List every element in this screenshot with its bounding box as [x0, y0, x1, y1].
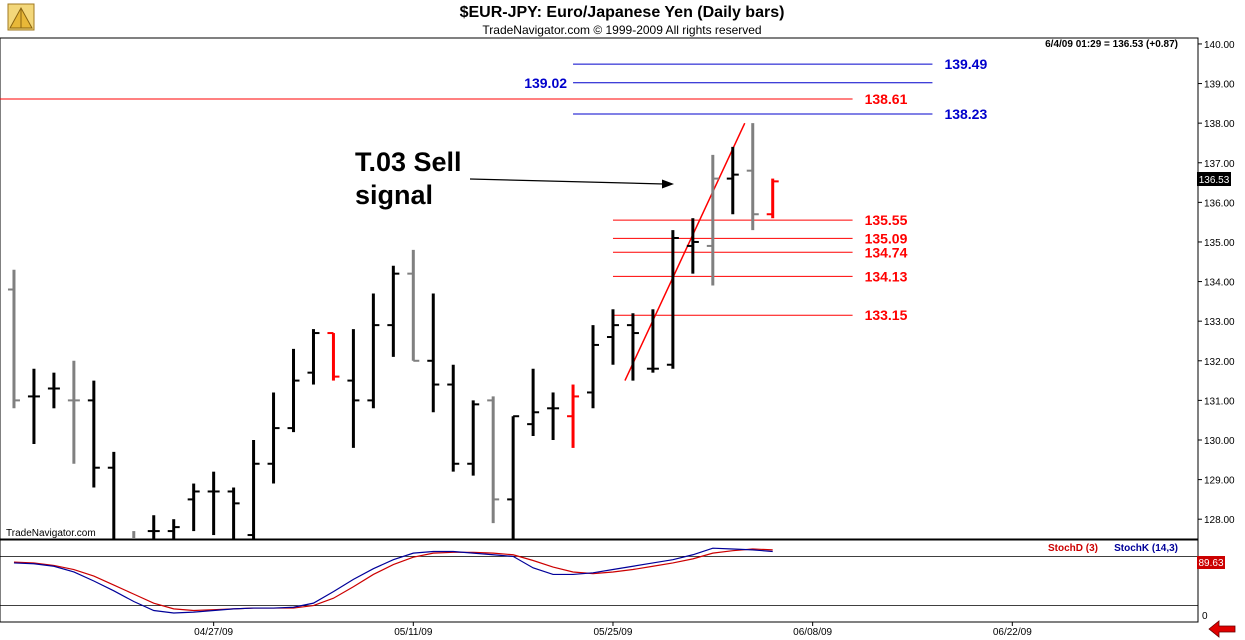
ohlc-bar	[507, 415, 520, 539]
annotation-line1: T.03 Sell	[355, 147, 462, 177]
y-tick-label: 134.00	[1204, 278, 1235, 289]
ohlc-bar	[447, 364, 460, 472]
ohlc-bar	[347, 329, 360, 448]
ohlc-bar	[527, 368, 540, 437]
y-tick-label: 137.00	[1204, 159, 1235, 170]
stoch-d-legend: StochD (3)	[1048, 543, 1098, 554]
ohlc-bar	[686, 218, 699, 274]
chart-title: $EUR-JPY: Euro/Japanese Yen (Daily bars)	[460, 4, 785, 21]
ohlc-bar	[626, 313, 639, 381]
ohlc-bar	[47, 372, 60, 409]
ohlc-bar	[327, 332, 340, 381]
y-tick-label: 128.00	[1204, 515, 1235, 526]
date-axis: 04/27/09 05/11/09 05/25/09 06/08/09 06/22/09	[194, 622, 1032, 638]
ohlc-bar	[646, 309, 659, 373]
ohlc-bar	[147, 515, 160, 539]
ohlc-bar	[287, 348, 300, 433]
level-label: 139.02	[524, 75, 567, 91]
ohlc-bar	[407, 249, 420, 362]
svg-text:89.63: 89.63	[1198, 558, 1223, 569]
x-tick-label: 06/22/09	[993, 627, 1032, 638]
y-tick-label: 129.00	[1204, 476, 1235, 487]
y-tick-label: 140.00	[1204, 40, 1235, 51]
annotation-arrow	[469, 178, 674, 189]
level-label: 138.61	[865, 91, 908, 107]
horizontal-levels: 139.49139.02138.61138.23135.55135.09134.…	[0, 56, 987, 323]
level-label: 138.23	[944, 106, 987, 122]
ohlc-bar	[766, 178, 779, 219]
ohlc-bar	[487, 396, 500, 524]
ohlc-bar	[587, 325, 600, 409]
trend-line	[624, 122, 746, 381]
stochastic-panel	[0, 539, 1199, 623]
y-tick-label: 136.00	[1204, 198, 1235, 209]
ohlc-bar	[567, 384, 580, 448]
ohlc-bar	[606, 309, 619, 365]
last-price-marker: 136.53	[1197, 172, 1231, 186]
ohlc-bar	[666, 230, 679, 369]
ohlc-bar	[27, 368, 40, 444]
ohlc-bar	[67, 360, 80, 464]
y-tick-label: 133.00	[1204, 317, 1235, 328]
ohlc-bar	[367, 293, 380, 409]
trendline	[624, 122, 746, 381]
ohlc-bar	[427, 293, 440, 413]
ohlc-bar	[207, 471, 220, 536]
x-tick-label: 05/11/09	[394, 627, 433, 638]
stoch-zero-label: 0	[1202, 611, 1208, 622]
stoch-value-marker: 89.63	[1197, 556, 1225, 569]
ohlc-bar	[7, 269, 20, 409]
ohlc-bar	[267, 392, 280, 484]
ohlc-bar	[227, 487, 240, 539]
ohlc-bar	[247, 439, 260, 539]
stoch-d-line	[13, 548, 773, 612]
level-label: 133.15	[865, 307, 908, 323]
x-tick-label: 04/27/09	[194, 627, 233, 638]
ohlc-bar	[87, 380, 100, 488]
y-tick-label: 132.00	[1204, 357, 1235, 368]
y-tick-label: 135.00	[1204, 238, 1235, 249]
ohlc-bar	[706, 154, 719, 286]
ohlc-bar	[107, 451, 116, 539]
ohlc-bar	[167, 519, 180, 539]
ohlc-bar	[467, 400, 480, 476]
scroll-left-arrow-icon[interactable]	[1208, 620, 1236, 638]
level-label: 134.13	[865, 268, 908, 284]
stochastic-lines	[0, 547, 1198, 614]
ohlc-bar	[127, 531, 140, 539]
y-tick-label: 131.00	[1204, 396, 1235, 407]
watermark: TradeNavigator.com	[6, 528, 96, 539]
level-label: 139.49	[944, 56, 987, 72]
svg-text:136.53: 136.53	[1199, 175, 1230, 186]
stoch-k-legend: StochK (14,3)	[1114, 543, 1178, 554]
y-tick-label: 130.00	[1204, 436, 1235, 447]
level-label: 135.55	[865, 212, 908, 228]
ohlc-bar	[746, 123, 759, 231]
chart-subtitle: TradeNavigator.com © 1999-2009 All right…	[482, 23, 761, 37]
stoch-k-line	[13, 547, 773, 614]
price-bars	[7, 123, 779, 539]
annotation-line2: signal	[355, 180, 433, 210]
x-tick-label: 06/08/09	[793, 627, 832, 638]
ohlc-bar	[187, 483, 200, 532]
ohlc-bar	[547, 392, 560, 440]
price-axis: 128.00 129.00 130.00 131.00 132.00 133.00 134.…	[1198, 40, 1235, 526]
y-tick-label: 139.00	[1204, 80, 1235, 91]
ohlc-bar	[726, 146, 739, 215]
ohlc-bar	[387, 265, 400, 357]
info-line: 6/4/09 01:29 = 136.53 (+0.87)	[1045, 39, 1178, 50]
x-tick-label: 05/25/09	[594, 627, 633, 638]
y-tick-label: 138.00	[1204, 119, 1235, 130]
ohlc-bar	[307, 329, 320, 385]
level-label: 135.09	[865, 230, 908, 246]
price-panel	[0, 37, 1199, 540]
level-label: 134.74	[865, 244, 908, 260]
logo-icon	[7, 3, 35, 31]
